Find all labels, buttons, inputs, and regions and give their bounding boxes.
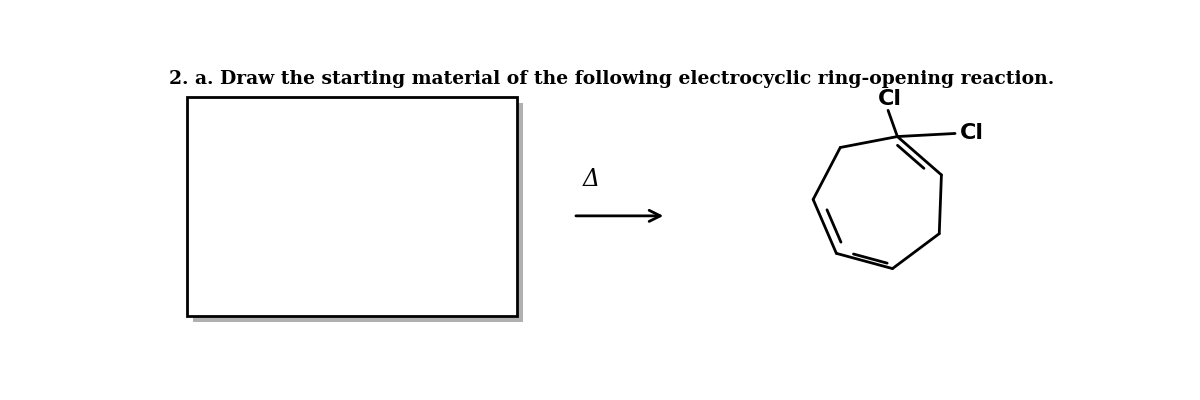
Bar	[187, 97, 517, 316]
Text: 2. a. Draw the starting material of the following electrocyclic ring-opening rea: 2. a. Draw the starting material of the …	[168, 70, 1054, 88]
Text: Cl: Cl	[960, 124, 984, 144]
Text: Δ: Δ	[583, 168, 600, 191]
Text: Cl: Cl	[878, 89, 902, 109]
Bar	[193, 103, 523, 322]
